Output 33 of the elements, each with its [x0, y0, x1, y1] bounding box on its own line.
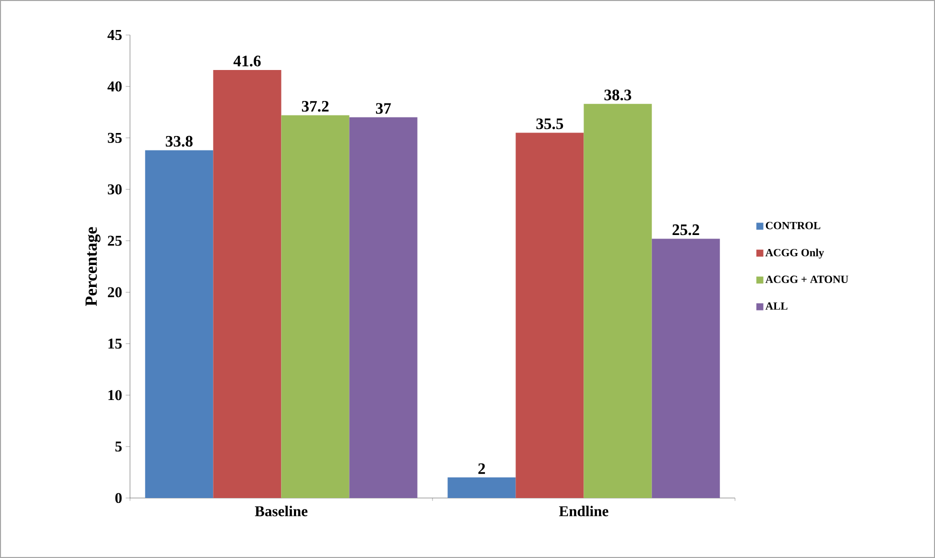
data-label: 33.8 — [166, 136, 193, 147]
data-label: 41.6 — [233, 56, 261, 66]
y-tick-label: 10 — [108, 390, 122, 400]
bar — [584, 104, 652, 498]
bar — [652, 238, 720, 498]
data-label: 37 — [376, 103, 391, 114]
legend-label: ALL — [765, 302, 788, 310]
legend-label: ACGG + ATONU — [765, 276, 848, 284]
y-tick-label: 0 — [115, 492, 122, 504]
data-label: 38.3 — [604, 90, 632, 100]
bar — [448, 477, 516, 498]
data-label: 35.5 — [536, 118, 564, 130]
y-tick-label: 35 — [108, 132, 122, 143]
y-tick-label: 45 — [107, 30, 122, 40]
y-tick-label: 30 — [108, 184, 122, 194]
bar — [516, 132, 584, 498]
data-label: 37.2 — [302, 100, 329, 112]
legend-label: ACGG Only — [765, 248, 824, 259]
x-tick-label: Baseline — [254, 506, 308, 516]
y-tick-label: 20 — [108, 287, 122, 298]
legend-label: CONTROL — [766, 222, 820, 230]
y-tick-label: 25 — [108, 236, 122, 246]
bar — [213, 70, 282, 498]
bar — [349, 117, 418, 498]
bar — [281, 115, 350, 498]
data-label: 2 — [478, 463, 485, 474]
bar — [145, 150, 214, 498]
y-tick-label: 5 — [115, 442, 122, 452]
data-label: 25.2 — [672, 224, 700, 236]
y-tick-label: 15 — [108, 338, 122, 349]
y-tick-label: 40 — [107, 81, 122, 92]
x-tick-label: Endline — [559, 506, 608, 516]
y-axis-title: Percentage — [86, 227, 100, 306]
